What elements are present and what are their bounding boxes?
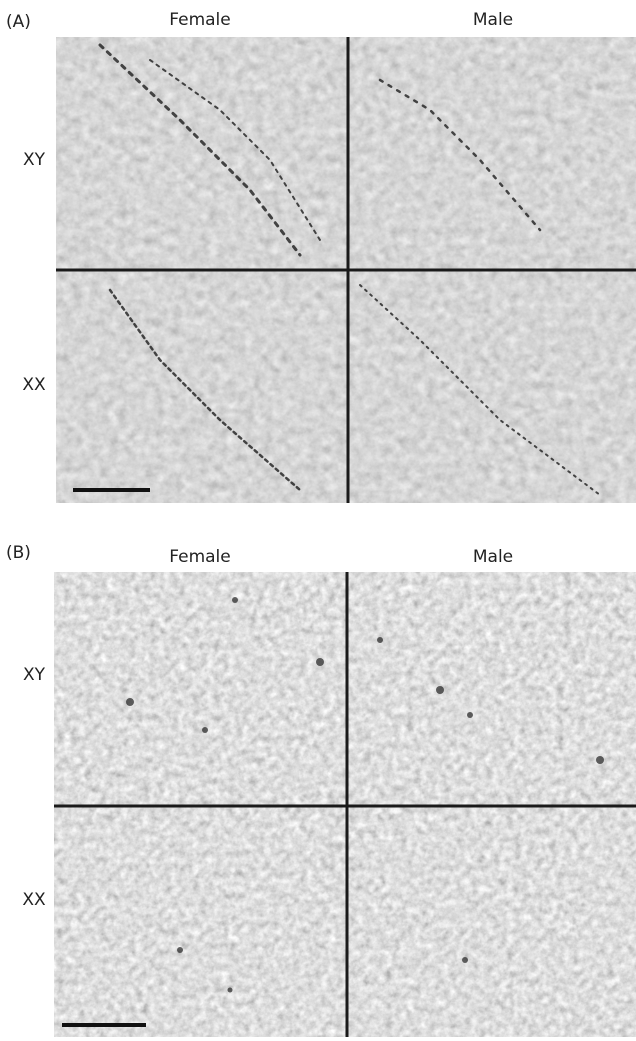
figure: (A) Female Male XY XX (B) Female Male XY…: [0, 0, 636, 1037]
row-label: XX: [22, 375, 46, 395]
panel-label: (B): [6, 543, 31, 563]
row-label: XY: [23, 150, 46, 170]
column-header: Male: [473, 10, 513, 30]
row-label: XX: [22, 890, 46, 910]
column-header: Female: [169, 547, 230, 567]
page: {"panels": [ {"label": "(A)", "columns":…: [0, 0, 636, 1037]
column-header: Male: [473, 547, 513, 567]
row-label: XY: [23, 665, 46, 685]
panel-label: (A): [6, 12, 31, 32]
panel-b: (B) Female Male XY XX: [6, 543, 636, 1037]
panel-a: (A) Female Male XY XX: [6, 10, 636, 503]
column-header: Female: [169, 10, 230, 30]
